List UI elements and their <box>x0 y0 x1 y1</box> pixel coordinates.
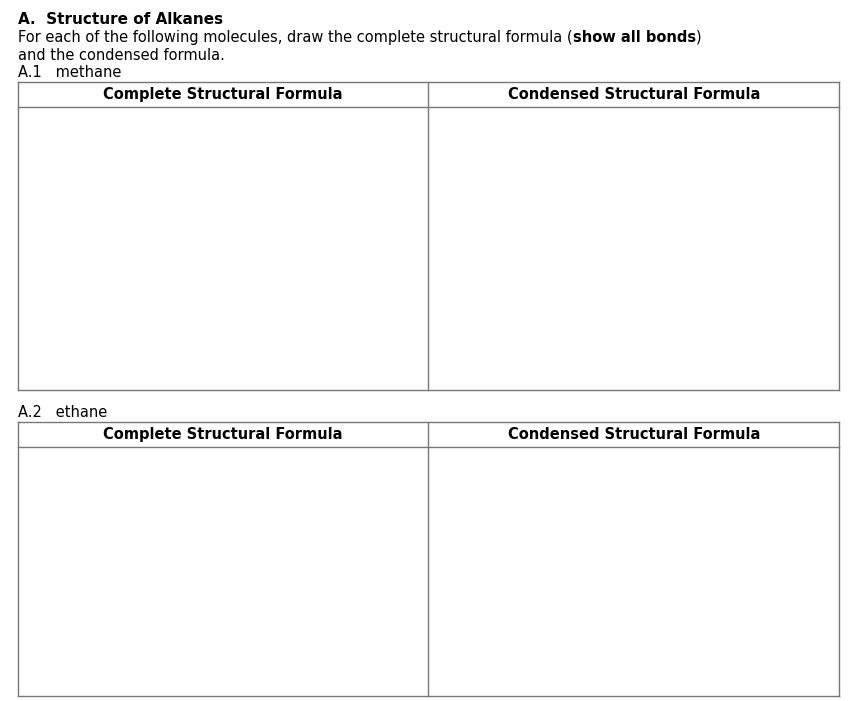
Text: Condensed Structural Formula: Condensed Structural Formula <box>507 427 760 442</box>
Text: Condensed Structural Formula: Condensed Structural Formula <box>507 87 760 102</box>
Text: For each of the following molecules, draw the complete structural formula (: For each of the following molecules, dra… <box>18 30 572 45</box>
Text: and the condensed formula.: and the condensed formula. <box>18 48 225 63</box>
Text: Complete Structural Formula: Complete Structural Formula <box>104 87 343 102</box>
Text: A.1   methane: A.1 methane <box>18 65 122 80</box>
Text: A.2   ethane: A.2 ethane <box>18 405 107 420</box>
Text: Complete Structural Formula: Complete Structural Formula <box>104 427 343 442</box>
Text: A.  Structure of Alkanes: A. Structure of Alkanes <box>18 12 223 27</box>
Text: show all bonds: show all bonds <box>572 30 696 45</box>
Text: ): ) <box>696 30 701 45</box>
